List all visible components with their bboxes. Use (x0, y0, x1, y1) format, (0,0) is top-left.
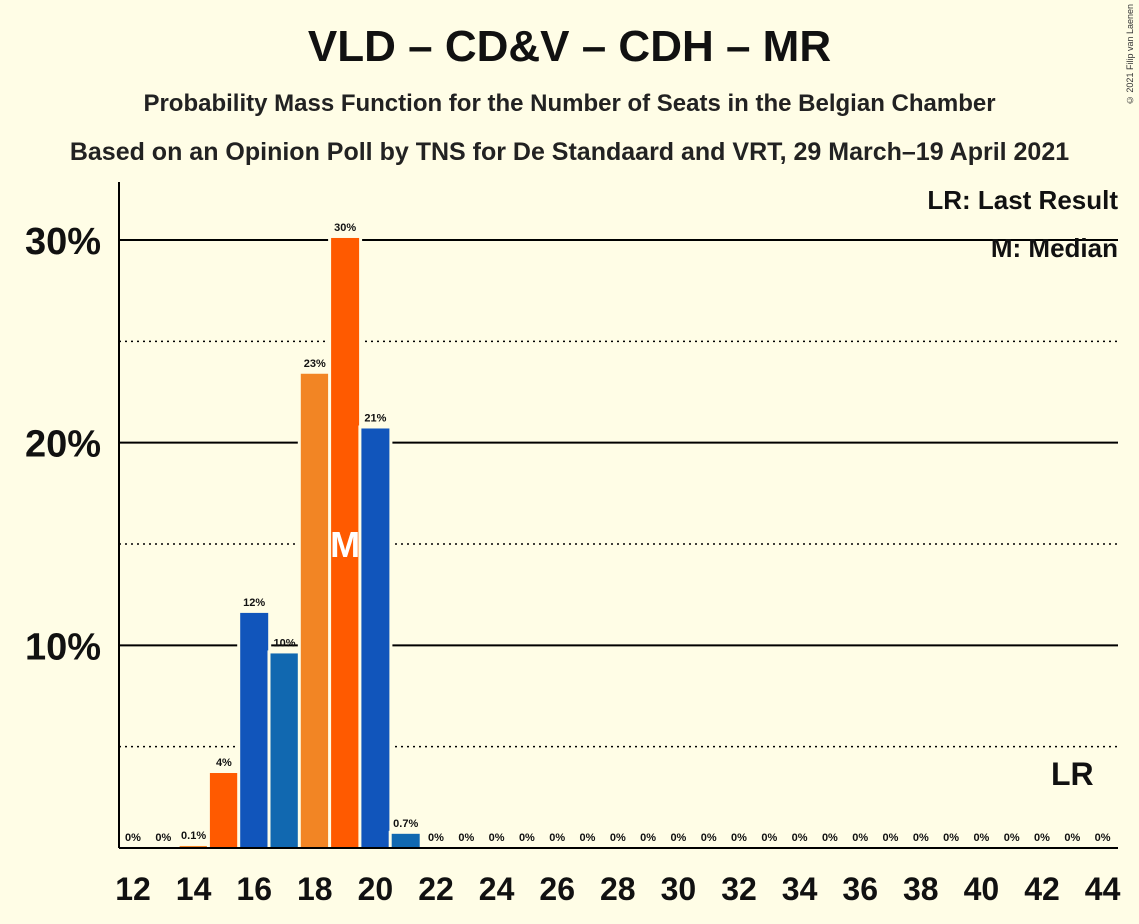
x-tick-labels: 12 14 16 18 20 22 24 26 28 30 32 34 36 38 40 42 44 (115, 871, 1120, 907)
bar-value-label: 0% (519, 832, 535, 844)
bar-value-label: 0% (640, 832, 656, 844)
bar-value-label: 0% (913, 832, 929, 844)
x-tick-label: 30 (661, 871, 697, 907)
bar-value-label: 0% (792, 832, 808, 844)
bar-value-label: 10% (273, 637, 295, 649)
bar-seat-16 (240, 612, 269, 848)
bar-value-label: 0% (1004, 832, 1020, 844)
bar-value-label: 0.7% (393, 818, 418, 830)
bar-value-label: 30% (334, 222, 356, 234)
bar-value-label: 21% (364, 412, 386, 424)
bar-value-label: 0% (701, 832, 717, 844)
bar-value-label: 0% (155, 832, 171, 844)
x-tick-label: 34 (782, 871, 818, 907)
bar-value-label: 4% (216, 757, 232, 769)
bar-seat-17 (270, 653, 299, 848)
y-tick-label: 10% (25, 626, 101, 668)
bar-value-label: 0% (1064, 832, 1080, 844)
bars (176, 234, 423, 848)
bar-value-label: 0% (549, 832, 565, 844)
x-tick-label: 20 (358, 871, 394, 907)
x-tick-label: 38 (903, 871, 939, 907)
x-tick-label: 28 (600, 871, 636, 907)
last-result-marker: LR (1051, 756, 1094, 792)
bar-seat-20 (361, 428, 390, 848)
bar-value-label: 0% (943, 832, 959, 844)
legend-median: M: Median (991, 233, 1118, 263)
bar-seat-18 (300, 373, 329, 848)
chart-subtitle: Probability Mass Function for the Number… (143, 90, 996, 117)
y-tick-label: 20% (25, 424, 101, 466)
chart-subtitle-source: Based on an Opinion Poll by TNS for De S… (69, 138, 1070, 166)
bar-value-label: 0% (125, 832, 141, 844)
bar-value-label: 0% (1034, 832, 1050, 844)
bar-value-label: 0% (883, 832, 899, 844)
x-tick-label: 22 (418, 871, 454, 907)
bar-value-label: 0% (489, 832, 505, 844)
bar-value-label: 0% (458, 832, 474, 844)
bar-value-label: 0% (852, 832, 868, 844)
x-tick-label: 26 (539, 871, 575, 907)
bar-value-label: 0% (428, 832, 444, 844)
y-tick-labels: 10% 20% 30% (25, 221, 101, 668)
bar-value-label: 0% (822, 832, 838, 844)
bar-seat-21 (391, 833, 420, 848)
y-tick-label: 30% (25, 221, 101, 263)
x-tick-label: 14 (176, 871, 212, 907)
bar-value-label: 12% (243, 597, 265, 609)
bar-value-label: 0% (973, 832, 989, 844)
chart-title: VLD – CD&V – CDH – MR (307, 22, 832, 71)
x-tick-label: 32 (721, 871, 757, 907)
bar-value-label: 23% (304, 358, 326, 370)
x-tick-label: 42 (1024, 871, 1060, 907)
bar-seat-14 (179, 845, 208, 848)
x-tick-label: 40 (964, 871, 1000, 907)
bar-seat-19 (331, 237, 360, 848)
bar-value-label: 0% (731, 832, 747, 844)
legend-last-result: LR: Last Result (927, 185, 1118, 215)
bar-value-label: 0% (610, 832, 626, 844)
bar-value-label: 0% (670, 832, 686, 844)
median-marker: M (330, 524, 360, 565)
x-tick-label: 18 (297, 871, 333, 907)
chart-markers: M LR (330, 524, 1094, 792)
bar-seat-15 (209, 773, 238, 848)
bar-value-label: 0% (580, 832, 596, 844)
x-tick-label: 12 (115, 871, 151, 907)
bar-value-label: 0% (1095, 832, 1111, 844)
bar-value-label: 0.1% (181, 830, 206, 842)
gridlines (119, 239, 1118, 748)
axes (118, 182, 1118, 849)
x-tick-label: 44 (1085, 871, 1121, 907)
bar-halo (176, 842, 211, 848)
x-tick-label: 16 (236, 871, 272, 907)
x-tick-label: 24 (479, 871, 515, 907)
x-tick-label: 36 (842, 871, 878, 907)
bar-value-label: 0% (761, 832, 777, 844)
bar-value-labels: 0% 0% 0.1% 4% 12% 10% 23% 30% 21% 0.7% 0% 0% 0% 0% 0% 0… (125, 222, 1111, 844)
